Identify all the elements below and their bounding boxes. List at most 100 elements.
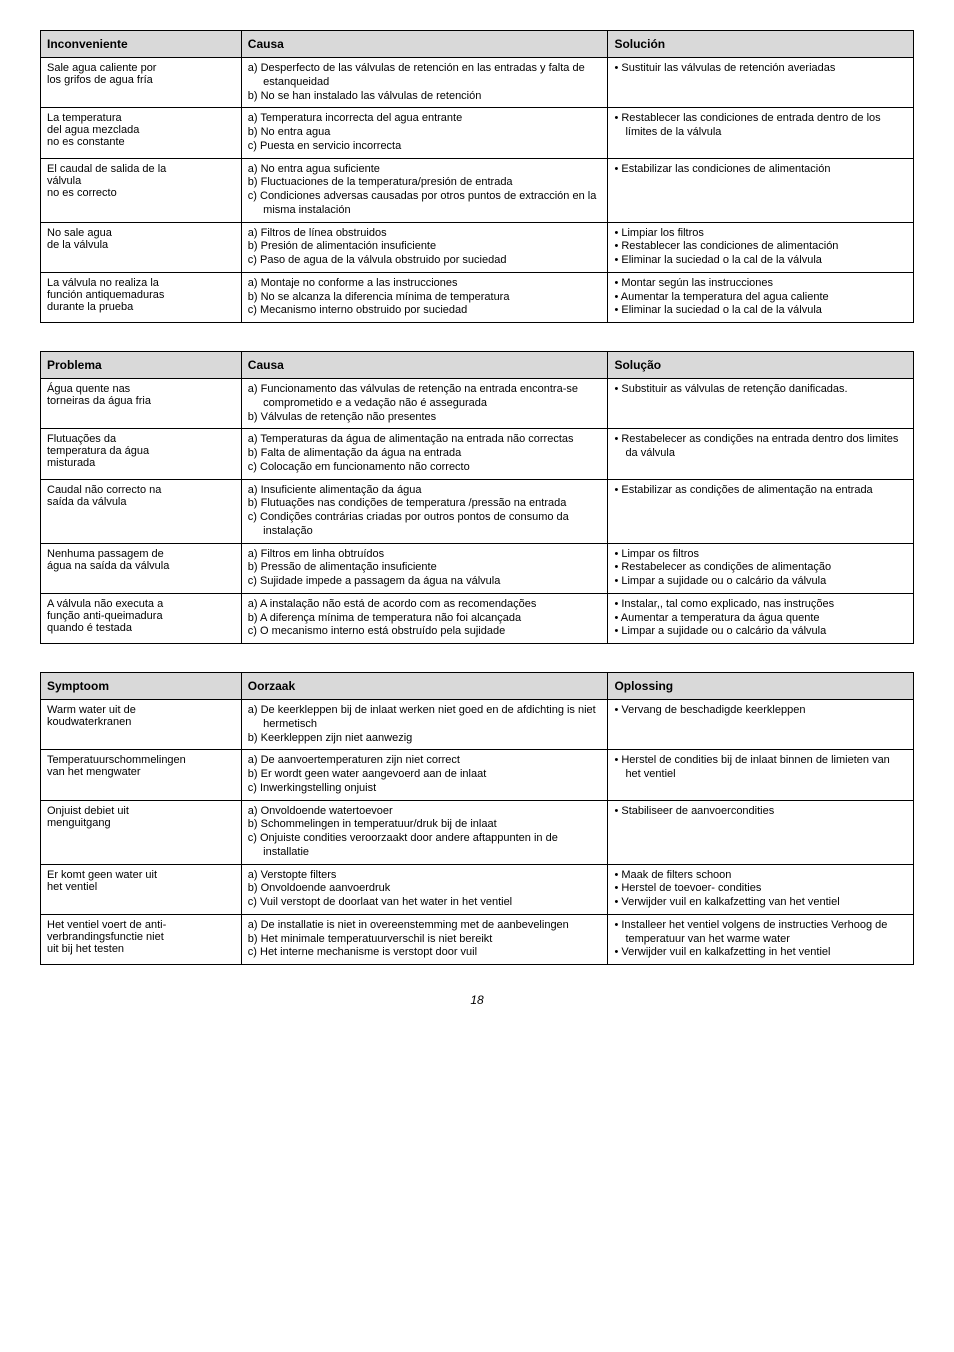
cause-cell: a) Montaje no conforme a las instruccion… [241,272,608,322]
table-row: Warm water uit dekoudwaterkranena) De ke… [41,700,914,750]
cause-item: a) Montaje no conforme a las instruccion… [248,277,602,291]
solution-cell: Restabelecer as condições na entrada den… [608,429,914,479]
problem-cell: Caudal não correcto nasaída da válvula [41,479,242,543]
cause-item: a) Temperaturas da água de alimentação n… [248,433,602,447]
solution-item: Estabilizar as condições de alimentação … [614,484,907,498]
solution-cell: Montar según las instruccionesAumentar l… [608,272,914,322]
cause-item: c) Colocação em funcionamento não correc… [248,461,602,475]
solution-item: Substituir as válvulas de retenção danif… [614,383,907,397]
cause-item: b) Flutuações nas condições de temperatu… [248,497,602,511]
cause-item: a) A instalação não está de acordo com a… [248,598,602,612]
column-header: Causa [241,31,608,58]
table-row: No sale aguade la válvula a) Filtros de l… [41,222,914,272]
problem-cell: Het ventiel voert de anti-verbrandingsfu… [41,914,242,964]
table-row: Sale agua caliente porlos grifos de agua… [41,58,914,108]
cause-cell: a) No entra agua suficienteb) Fluctuacio… [241,158,608,222]
cause-item: a) De keerkleppen bij de inlaat werken n… [248,704,602,732]
solution-item: Limpar os filtros [614,548,907,562]
cause-cell: a) Temperatura incorrecta del agua entra… [241,108,608,158]
column-header: Problema [41,352,242,379]
solution-cell: Vervang de beschadigde keerkleppen [608,700,914,750]
column-header: Solução [608,352,914,379]
solution-item: Maak de filters schoon [614,869,907,883]
solution-item: Herstel de condities bij de inlaat binne… [614,754,907,782]
table-row: La temperaturadel agua mezcladano es con… [41,108,914,158]
troubleshooting-table: SymptoomOorzaakOplossingWarm water uit d… [40,672,914,965]
solution-item: Restabelecer as condições de alimentação [614,561,907,575]
cause-item: c) Onjuiste condities veroorzaakt door a… [248,832,602,860]
cause-item: a) Verstopte filters [248,869,602,883]
cause-item: c) Condiciones adversas causadas por otr… [248,190,602,218]
solution-item: Estabilizar las condiciones de alimentac… [614,163,907,177]
solution-item: Stabiliseer de aanvoercondities [614,805,907,819]
cause-item: a) Funcionamento das válvulas de retençã… [248,383,602,411]
cause-item: a) Temperatura incorrecta del agua entra… [248,112,602,126]
problem-cell: Temperatuurschommelingenvan het mengwate… [41,750,242,800]
solution-item: Installeer het ventiel volgens de instru… [614,919,907,947]
solution-item: Eliminar la suciedad o la cal de la válv… [614,304,907,318]
solution-item: Restablecer las condiciones de entrada d… [614,112,907,140]
cause-item: b) No se han instalado las válvulas de r… [248,90,602,104]
cause-item: c) Vuil verstopt de doorlaat van het wat… [248,896,602,910]
solution-item: Limpiar los filtros [614,227,907,241]
solution-item: Herstel de toevoer- condities [614,882,907,896]
problem-cell: A válvula não executa afunção anti-queim… [41,593,242,643]
problem-cell: Flutuações datemperatura da águamisturad… [41,429,242,479]
solution-item: Verwijder vuil en kalkafzetting van het … [614,896,907,910]
cause-item: b) A diferença mínima de temperatura não… [248,612,602,626]
cause-item: c) Puesta en servicio incorrecta [248,140,602,154]
cause-item: b) Schommelingen in temperatuur/druk bij… [248,818,602,832]
page-number: 18 [40,993,914,1007]
cause-item: b) Pressão de alimentação insuficiente [248,561,602,575]
cause-cell: a) De aanvoertemperaturen zijn niet corr… [241,750,608,800]
table-row: Nenhuma passagem deágua na saída da válv… [41,543,914,593]
table-row: Het ventiel voert de anti-verbrandingsfu… [41,914,914,964]
problem-cell: La temperaturadel agua mezcladano es con… [41,108,242,158]
problem-cell: No sale aguade la válvula [41,222,242,272]
solution-item: Instalar,, tal como explicado, nas instr… [614,598,907,612]
solution-cell: Herstel de condities bij de inlaat binne… [608,750,914,800]
table-row: Er komt geen water uithet ventiela) Vers… [41,864,914,914]
cause-item: a) Onvoldoende watertoevoer [248,805,602,819]
problem-cell: Nenhuma passagem deágua na saída da válv… [41,543,242,593]
solution-item: Aumentar a temperatura da água quente [614,612,907,626]
column-header: Oorzaak [241,673,608,700]
problem-cell: Er komt geen water uithet ventiel [41,864,242,914]
table-row: La válvula no realiza lafunción antiquem… [41,272,914,322]
cause-item: c) Het interne mechanisme is verstopt do… [248,946,602,960]
problem-cell: Warm water uit dekoudwaterkranen [41,700,242,750]
cause-item: c) Condições contrárias criadas por outr… [248,511,602,539]
table-row: Água quente nastorneiras da água friaa) … [41,379,914,429]
cause-item: b) Válvulas de retenção não presentes [248,411,602,425]
cause-item: b) No se alcanza la diferencia mínima de… [248,291,602,305]
problem-cell: El caudal de salida de laválvulano es co… [41,158,242,222]
cause-cell: a) De installatie is niet in overeenstem… [241,914,608,964]
page-content: InconvenienteCausaSoluciónSale agua cali… [40,30,914,965]
cause-item: b) Fluctuaciones de la temperatura/presi… [248,176,602,190]
cause-item: c) Mecanismo interno obstruido por sucie… [248,304,602,318]
troubleshooting-table: InconvenienteCausaSoluciónSale agua cali… [40,30,914,323]
solution-item: Verwijder vuil en kalkafzetting in het v… [614,946,907,960]
table-row: Temperatuurschommelingenvan het mengwate… [41,750,914,800]
table-row: Flutuações datemperatura da águamisturad… [41,429,914,479]
solution-cell: Restablecer las condiciones de entrada d… [608,108,914,158]
cause-item: a) Desperfecto de las válvulas de retenc… [248,62,602,90]
cause-item: b) Keerkleppen zijn niet aanwezig [248,732,602,746]
table-row: Caudal não correcto nasaída da válvulaa)… [41,479,914,543]
cause-item: a) Filtros de línea obstruidos [248,227,602,241]
solution-cell: Maak de filters schoonHerstel de toevoer… [608,864,914,914]
solution-cell: Installeer het ventiel volgens de instru… [608,914,914,964]
cause-item: c) Inwerkingstelling onjuist [248,782,602,796]
cause-item: c) O mecanismo interno está obstruído pe… [248,625,602,639]
solution-item: Limpar a sujidade ou o calcário da válvu… [614,575,907,589]
solution-cell: Limpiar los filtrosRestablecer las condi… [608,222,914,272]
solution-item: Eliminar la suciedad o la cal de la válv… [614,254,907,268]
solution-item: Limpar a sujidade ou o calcário da válvu… [614,625,907,639]
solution-cell: Sustituir las válvulas de retención aver… [608,58,914,108]
cause-cell: a) Verstopte filtersb) Onvoldoende aanvo… [241,864,608,914]
solution-item: Sustituir las válvulas de retención aver… [614,62,907,76]
cause-item: a) De installatie is niet in overeenstem… [248,919,602,933]
cause-item: b) No entra agua [248,126,602,140]
table-row: Onjuist debiet uitmenguitganga) Onvoldoe… [41,800,914,864]
problem-cell: Água quente nastorneiras da água fria [41,379,242,429]
